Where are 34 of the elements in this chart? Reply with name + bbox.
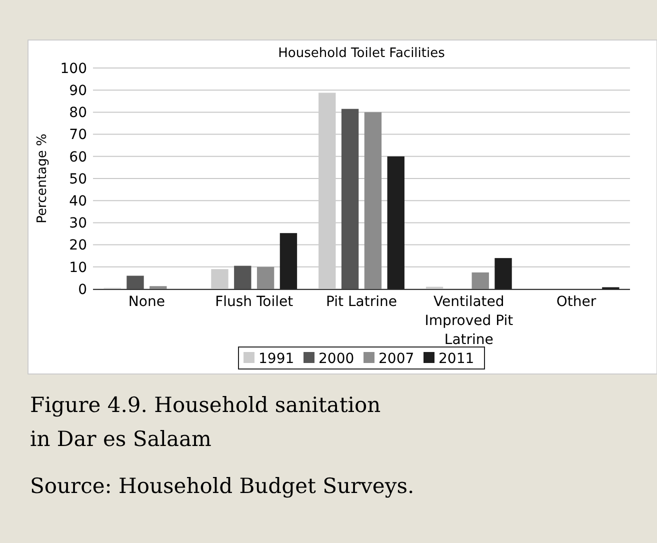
x-tick-label: None — [128, 294, 165, 310]
source-note: Source: Household Budget Surveys. — [30, 474, 414, 498]
legend-label: 1991 — [258, 350, 294, 367]
y-tick-label: 90 — [69, 83, 87, 99]
y-tick-label: 70 — [69, 127, 87, 144]
x-tick-label: Pit Latrine — [326, 294, 397, 310]
bar — [256, 266, 274, 289]
y-tick-label: 40 — [69, 194, 87, 210]
bar — [494, 258, 512, 289]
y-tick-label: 30 — [69, 216, 87, 232]
bar — [150, 286, 167, 289]
chart-title: Household Toilet Facilities — [278, 46, 446, 61]
y-axis-title: Percentage % — [35, 134, 50, 224]
y-tick-label: 10 — [69, 260, 87, 276]
bar — [364, 112, 382, 289]
x-tick-label: Flush Toilet — [215, 294, 294, 310]
bar — [472, 272, 489, 289]
y-tick-label: 20 — [69, 238, 87, 254]
caption: Figure 4.9. Household sanitation in Dar es Salaam — [30, 393, 381, 451]
y-tick-label: 60 — [69, 149, 87, 166]
y-tick-label: 50 — [69, 171, 87, 188]
bar — [387, 156, 404, 289]
legend-label: 2000 — [318, 350, 354, 367]
bar — [280, 233, 298, 289]
legend-label: 2007 — [378, 350, 414, 367]
bar — [234, 266, 252, 289]
legend-label: 2011 — [438, 350, 474, 367]
x-tick-label: Ventilated Improved Pit Latrine — [424, 294, 514, 348]
y-tick-label: 80 — [69, 105, 87, 122]
bar — [126, 276, 144, 289]
x-tick-label: Other — [556, 294, 596, 310]
y-tick-label: 0 — [78, 282, 87, 298]
y-tick-label: 100 — [60, 60, 87, 77]
bar — [341, 108, 359, 289]
